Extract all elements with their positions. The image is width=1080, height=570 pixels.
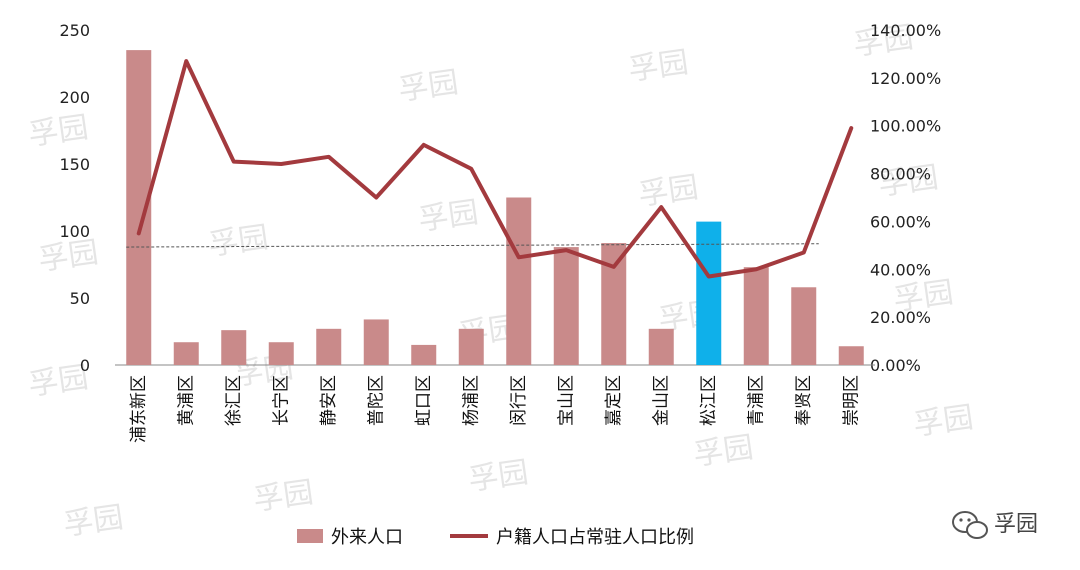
category-label: 静安区 xyxy=(319,375,339,426)
watermark-text: 孚园 xyxy=(691,430,755,473)
category-label: 奉贤区 xyxy=(794,375,814,426)
watermark-text: 孚园 xyxy=(36,235,100,278)
right-tick-label: 120.00% xyxy=(870,69,941,88)
right-tick-label: 100.00% xyxy=(870,117,941,136)
left-axis: 0 50 100 150 200 250 xyxy=(59,21,90,375)
category-label: 虹口区 xyxy=(414,375,434,426)
category-label: 嘉定区 xyxy=(604,375,624,426)
left-tick-label: 0 xyxy=(80,356,90,375)
watermark-text: 孚园 xyxy=(396,65,460,108)
category-label: 青浦区 xyxy=(746,375,766,426)
left-tick-label: 100 xyxy=(59,222,90,241)
category-label: 闵行区 xyxy=(509,375,529,426)
category-label: 崇明区 xyxy=(841,375,861,426)
right-tick-label: 140.00% xyxy=(870,21,941,40)
bar xyxy=(268,342,294,365)
bar xyxy=(696,221,722,365)
bar xyxy=(838,346,864,365)
category-label: 黄浦区 xyxy=(176,375,196,426)
left-tick-label: 50 xyxy=(70,289,90,308)
category-label: 长宁区 xyxy=(271,375,291,426)
bar xyxy=(506,197,532,365)
legend: 外来人口 户籍人口占常驻人口比例 xyxy=(297,527,694,548)
category-label: 金山区 xyxy=(651,375,671,426)
bar xyxy=(173,342,199,365)
legend-label-bar: 外来人口 xyxy=(331,527,403,548)
right-tick-label: 80.00% xyxy=(870,165,931,184)
watermark-text: 孚园 xyxy=(251,475,315,518)
ratio-line-series xyxy=(136,59,854,279)
category-label: 普陀区 xyxy=(366,375,386,426)
left-tick-label: 200 xyxy=(59,88,90,107)
right-tick-label: 40.00% xyxy=(870,260,931,279)
legend-swatch-bar xyxy=(297,529,323,543)
bar xyxy=(221,330,247,365)
brand-name: 孚园 xyxy=(994,512,1038,537)
watermark-text: 孚园 xyxy=(26,110,90,153)
left-tick-label: 150 xyxy=(59,155,90,174)
watermark-text: 孚园 xyxy=(26,360,90,403)
bar xyxy=(316,328,342,365)
legend-label-line: 户籍人口占常驻人口比例 xyxy=(496,527,694,548)
right-tick-label: 0.00% xyxy=(870,356,921,375)
bar xyxy=(458,328,484,365)
bar xyxy=(648,328,674,365)
right-tick-label: 60.00% xyxy=(870,212,931,231)
bar xyxy=(743,267,769,365)
right-tick-label: 20.00% xyxy=(870,308,931,327)
watermark-text: 孚园 xyxy=(61,500,125,543)
bar xyxy=(363,319,389,365)
watermark-text: 孚园 xyxy=(876,160,940,203)
watermark-text: 孚园 xyxy=(466,455,530,498)
watermark-text: 孚园 xyxy=(206,220,270,263)
watermark-text: 孚园 xyxy=(851,20,915,63)
category-label: 徐汇区 xyxy=(224,375,244,426)
watermark-text: 孚园 xyxy=(626,45,690,88)
watermark-text: 孚园 xyxy=(416,195,480,238)
bar xyxy=(411,344,437,365)
left-tick-label: 250 xyxy=(59,21,90,40)
category-labels: 浦东新区 黄浦区 徐汇区 长宁区 静安区 普陀区 虹口区 杨浦区 闵行区 宝山区 嘉定区 金山区 松江区… xyxy=(129,375,862,443)
watermark-text: 孚园 xyxy=(636,170,700,213)
bar xyxy=(791,287,817,365)
bar xyxy=(601,243,627,365)
trendline xyxy=(126,243,819,248)
watermark-text: 孚园 xyxy=(891,275,955,318)
wechat-icon xyxy=(952,511,988,539)
category-label: 松江区 xyxy=(699,375,719,426)
brand-mark: 孚园 xyxy=(952,511,1038,539)
category-label: 杨浦区 xyxy=(461,375,481,426)
watermark-text: 孚园 xyxy=(911,400,975,443)
bar xyxy=(553,247,579,365)
right-axis: 0.00% 20.00% 40.00% 60.00% 80.00% 100.00% 120.… xyxy=(870,21,941,375)
category-label: 浦东新区 xyxy=(129,375,149,443)
category-label: 宝山区 xyxy=(556,375,576,426)
